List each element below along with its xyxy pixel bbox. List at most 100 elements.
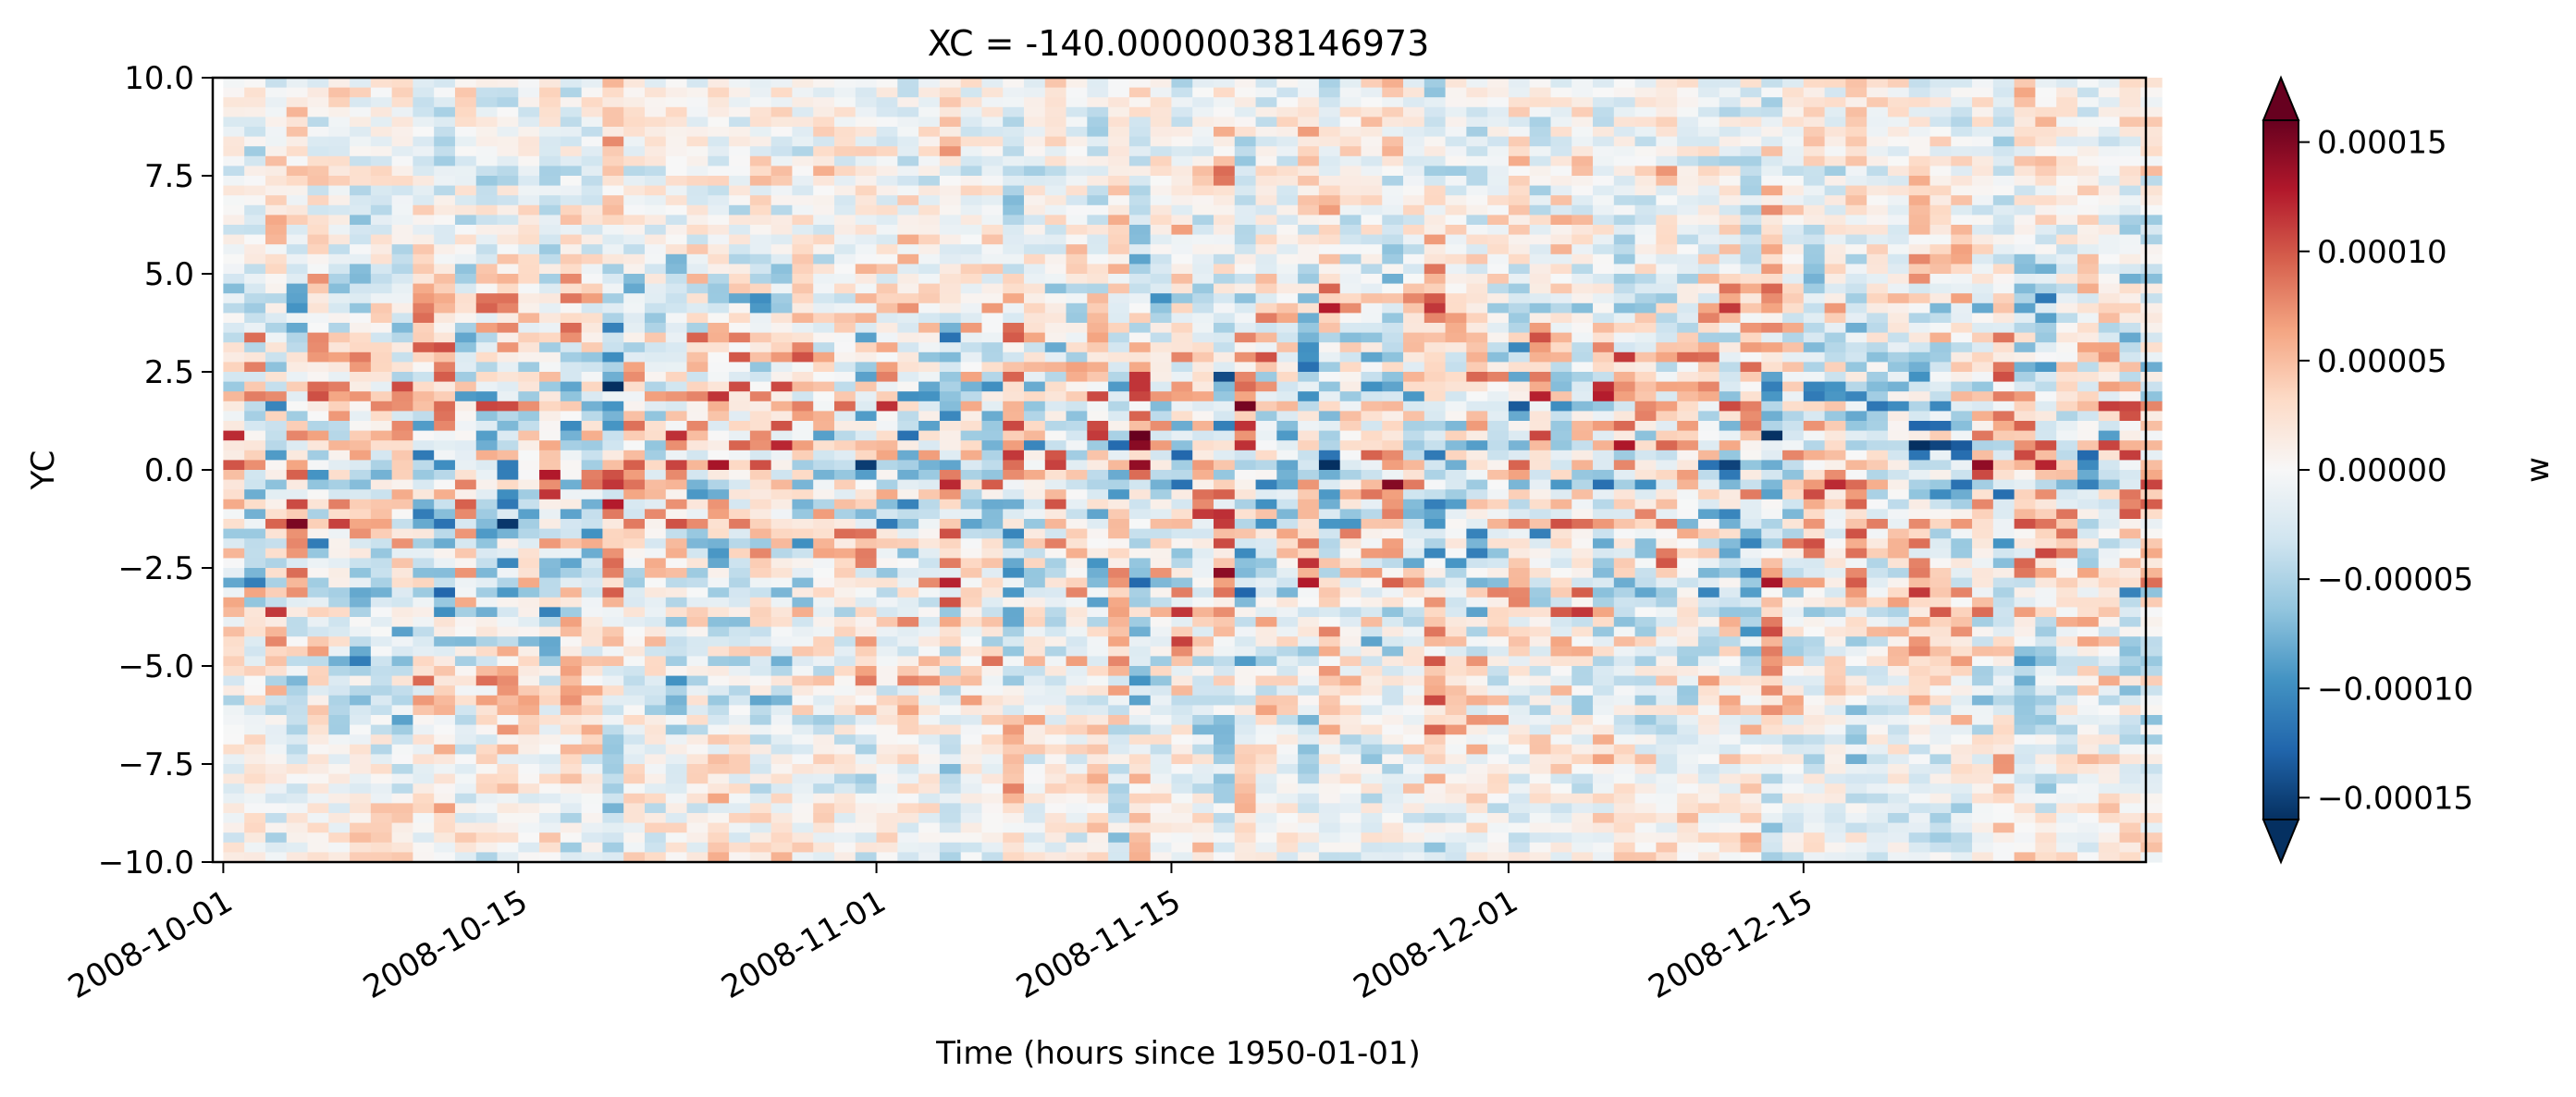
- heatmap-cell: [539, 568, 561, 579]
- heatmap-cell: [1508, 293, 1531, 304]
- heatmap-cell: [518, 253, 540, 265]
- heatmap-cell: [602, 146, 624, 157]
- heatmap-cell: [1171, 509, 1193, 520]
- heatmap-cell: [602, 234, 624, 245]
- heatmap-cell: [939, 470, 962, 481]
- heatmap-cell: [244, 666, 266, 677]
- heatmap-cell: [518, 675, 540, 686]
- heatmap-cell: [918, 685, 941, 696]
- heatmap-cell: [1255, 705, 1277, 716]
- heatmap-cell: [1508, 577, 1531, 588]
- heatmap-cell: [518, 724, 540, 735]
- heatmap-cell: [602, 372, 624, 383]
- heatmap-cell: [1318, 646, 1341, 657]
- heatmap-cell: [350, 617, 372, 628]
- heatmap-cell: [665, 411, 688, 422]
- heatmap-cell: [497, 528, 519, 539]
- heatmap-cell: [286, 519, 309, 530]
- heatmap-cell: [939, 323, 962, 334]
- heatmap-cell: [413, 117, 435, 128]
- heatmap-cell: [1234, 302, 1257, 314]
- heatmap-cell: [1508, 666, 1531, 677]
- heatmap-cell: [729, 509, 751, 520]
- heatmap-cell: [1128, 155, 1152, 166]
- heatmap-cell: [475, 342, 499, 353]
- heatmap-cell: [1087, 783, 1109, 795]
- heatmap-cell: [1150, 822, 1173, 833]
- heatmap-cell: [876, 528, 898, 539]
- heatmap-cell: [1487, 617, 1510, 628]
- heatmap-cell: [328, 754, 351, 765]
- heatmap-cell: [560, 87, 583, 98]
- heatmap-cell: [1214, 479, 1236, 490]
- heatmap-cell: [539, 773, 561, 784]
- heatmap-cell: [1403, 185, 1425, 196]
- heatmap-cell: [981, 577, 1004, 588]
- heatmap-cell: [1529, 106, 1552, 117]
- heatmap-cell: [770, 548, 794, 559]
- heatmap-cell: [1044, 204, 1067, 216]
- heatmap-cell: [434, 225, 456, 236]
- heatmap-cell: [391, 166, 413, 177]
- heatmap-cell: [350, 411, 372, 422]
- heatmap-cell: [518, 117, 540, 128]
- heatmap-cell: [265, 313, 288, 324]
- heatmap-cell: [665, 78, 688, 89]
- heatmap-cell: [1276, 185, 1299, 196]
- heatmap-cell: [1024, 852, 1046, 863]
- heatmap-cell: [518, 803, 540, 814]
- heatmap-cell: [960, 548, 983, 559]
- heatmap-cell: [560, 499, 583, 510]
- heatmap-cell: [644, 813, 667, 824]
- heatmap-cell: [244, 764, 266, 775]
- heatmap-cell: [1361, 607, 1383, 618]
- heatmap-cell: [307, 695, 329, 706]
- heatmap-cell: [981, 617, 1004, 628]
- heatmap-cell: [1024, 577, 1046, 588]
- heatmap-cell: [1214, 176, 1236, 187]
- heatmap-cell: [1487, 764, 1510, 775]
- heatmap-cell: [1298, 626, 1320, 637]
- heatmap-cell: [1445, 244, 1467, 255]
- heatmap-cell: [413, 773, 435, 784]
- heatmap-cell: [602, 754, 624, 765]
- heatmap-cell: [792, 656, 814, 667]
- heatmap-cell: [518, 362, 540, 373]
- heatmap-cell: [749, 411, 772, 422]
- heatmap-cell: [665, 323, 688, 334]
- heatmap-cell: [623, 479, 646, 490]
- heatmap-cell: [454, 362, 477, 373]
- heatmap-cell: [391, 783, 413, 795]
- heatmap-cell: [1024, 538, 1046, 549]
- heatmap-cell: [1318, 381, 1341, 392]
- heatmap-cell: [1108, 430, 1130, 441]
- heatmap-cell: [749, 87, 772, 98]
- heatmap-cell: [328, 372, 351, 383]
- heatmap-cell: [1508, 342, 1531, 353]
- heatmap-cell: [497, 509, 519, 520]
- heatmap-cell: [286, 283, 309, 294]
- heatmap-cell: [749, 685, 772, 696]
- heatmap-cell: [813, 617, 835, 628]
- heatmap-cell: [833, 715, 857, 726]
- heatmap-cell: [328, 509, 351, 520]
- heatmap-cell: [328, 293, 351, 304]
- heatmap-cell: [813, 97, 835, 108]
- heatmap-cell: [686, 705, 709, 716]
- heatmap-cell: [539, 302, 561, 314]
- heatmap-cell: [1044, 323, 1067, 334]
- heatmap-cell: [1318, 155, 1341, 166]
- heatmap-cell: [1192, 734, 1214, 746]
- heatmap-cell: [939, 695, 962, 706]
- heatmap-cell: [1487, 646, 1510, 657]
- heatmap-cell: [350, 264, 372, 275]
- heatmap-cell: [1487, 813, 1510, 824]
- heatmap-cell: [813, 724, 835, 735]
- heatmap-cell: [581, 362, 604, 373]
- heatmap-cell: [833, 78, 857, 89]
- heatmap-cell: [1403, 166, 1425, 177]
- heatmap-cell: [434, 852, 456, 863]
- heatmap-cell: [350, 548, 372, 559]
- heatmap-cell: [686, 351, 709, 363]
